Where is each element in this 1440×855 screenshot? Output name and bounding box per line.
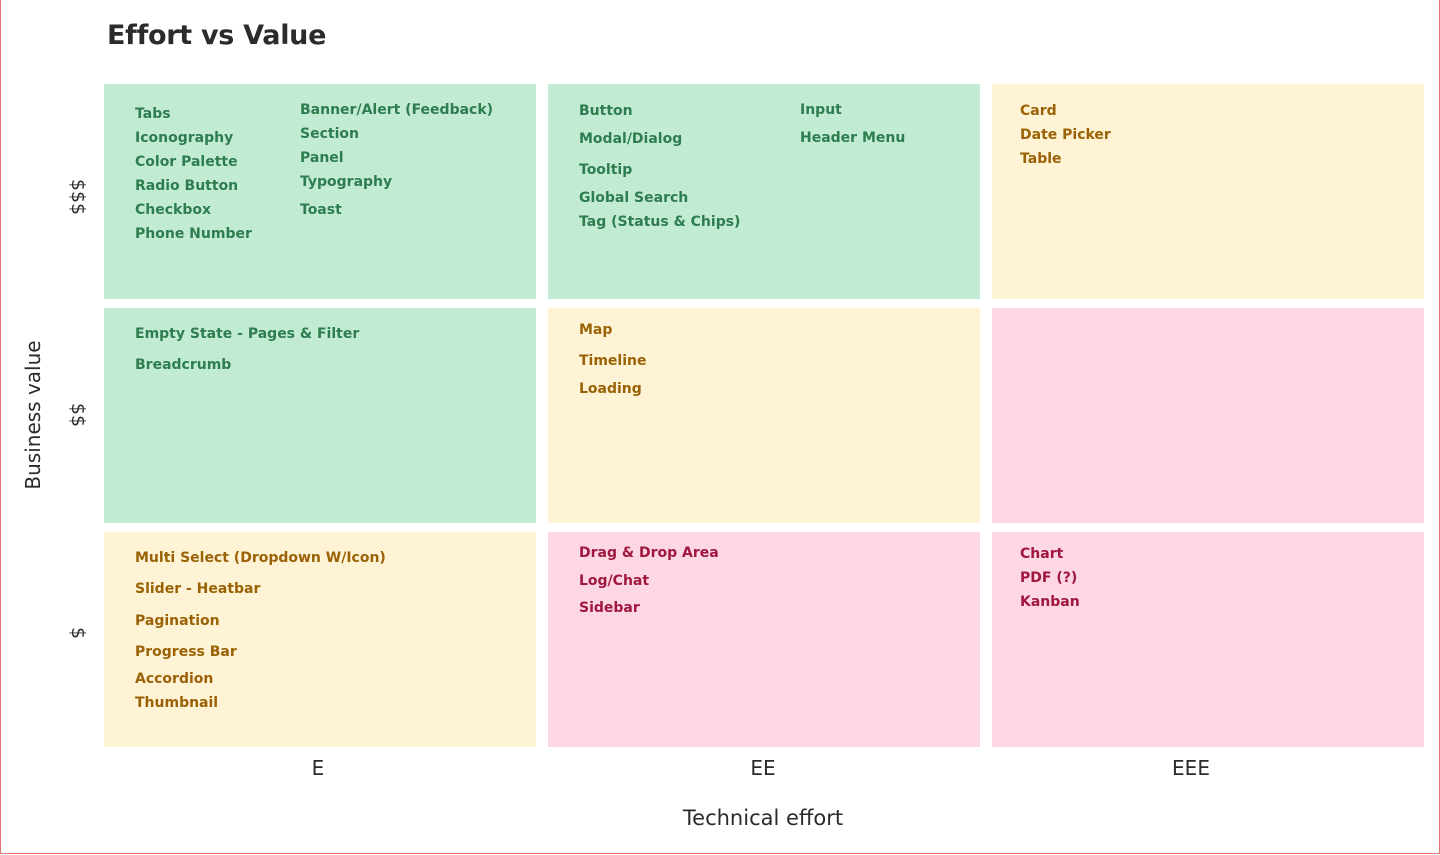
column-label-medium-effort: EE bbox=[750, 756, 776, 780]
matrix-item: Toast bbox=[300, 202, 342, 218]
row-label-low: $ bbox=[67, 626, 89, 640]
matrix-item: Empty State - Pages & Filter bbox=[135, 326, 360, 342]
matrix-item: Modal/Dialog bbox=[579, 131, 683, 147]
matrix-item: Tooltip bbox=[579, 162, 633, 178]
matrix-item: PDF (?) bbox=[1020, 570, 1078, 586]
matrix-item: Log/Chat bbox=[579, 573, 650, 589]
matrix-item: Radio Button bbox=[135, 178, 239, 194]
matrix-item: Thumbnail bbox=[135, 695, 219, 711]
matrix-item: Breadcrumb bbox=[135, 357, 232, 373]
y-axis-label: Business value bbox=[21, 340, 45, 490]
cell-medium-value-low-effort: Empty State - Pages & Filter Breadcrumb bbox=[104, 308, 536, 523]
matrix-item: Iconography bbox=[135, 130, 234, 146]
cell-low-value-medium-effort: Drag & Drop Area Log/Chat Sidebar bbox=[548, 532, 980, 747]
matrix-item: Phone Number bbox=[135, 226, 252, 242]
matrix-item: Drag & Drop Area bbox=[579, 545, 719, 561]
matrix-item: Multi Select (Dropdown W/Icon) bbox=[135, 550, 386, 566]
x-axis-label: Technical effort bbox=[682, 806, 844, 830]
matrix-item: Tag (Status & Chips) bbox=[579, 214, 741, 230]
cell-high-value-low-effort: Tabs Iconography Color Palette Radio But… bbox=[104, 84, 536, 299]
matrix-item: Kanban bbox=[1020, 594, 1080, 610]
matrix-item: Banner/Alert (Feedback) bbox=[300, 102, 494, 118]
column-label-low-effort: E bbox=[311, 756, 325, 780]
matrix-item: Chart bbox=[1020, 546, 1064, 562]
matrix-item: Date Picker bbox=[1020, 127, 1111, 143]
matrix-item: Timeline bbox=[579, 353, 647, 369]
matrix-item: Header Menu bbox=[800, 130, 906, 146]
cell-high-value-medium-effort: Button Modal/Dialog Tooltip Global Searc… bbox=[548, 84, 980, 299]
cell-medium-value-high-effort bbox=[992, 308, 1424, 523]
matrix-item: Button bbox=[579, 103, 633, 119]
matrix-item: Checkbox bbox=[135, 202, 212, 218]
matrix-item: Input bbox=[800, 102, 842, 118]
cell-high-value-high-effort: Card Date Picker Table bbox=[992, 84, 1424, 299]
matrix-item: Loading bbox=[579, 381, 642, 397]
matrix-item: Panel bbox=[300, 150, 344, 166]
matrix-item: Table bbox=[1020, 151, 1062, 167]
row-label-high: $$$ bbox=[67, 178, 89, 216]
page-title: Effort vs Value bbox=[107, 20, 327, 51]
column-label-high-effort: EEE bbox=[1172, 756, 1210, 780]
matrix-item: Card bbox=[1020, 103, 1057, 119]
cell-medium-value-medium-effort: Map Timeline Loading bbox=[548, 308, 980, 523]
matrix-item: Typography bbox=[300, 174, 393, 190]
matrix-item: Global Search bbox=[579, 190, 689, 206]
matrix-item: Pagination bbox=[135, 613, 220, 629]
row-label-medium: $$ bbox=[67, 402, 89, 428]
matrix-item: Tabs bbox=[135, 106, 171, 122]
matrix-item: Sidebar bbox=[579, 600, 640, 616]
matrix-item: Map bbox=[579, 322, 613, 338]
matrix-item: Accordion bbox=[135, 671, 214, 687]
cell-low-value-high-effort: Chart PDF (?) Kanban bbox=[992, 532, 1424, 747]
cell-low-value-low-effort: Multi Select (Dropdown W/Icon) Slider - … bbox=[104, 532, 536, 747]
matrix-item: Color Palette bbox=[135, 154, 238, 170]
matrix-item: Slider - Heatbar bbox=[135, 581, 261, 597]
matrix-item: Progress Bar bbox=[135, 644, 237, 660]
matrix-item: Section bbox=[300, 126, 359, 142]
